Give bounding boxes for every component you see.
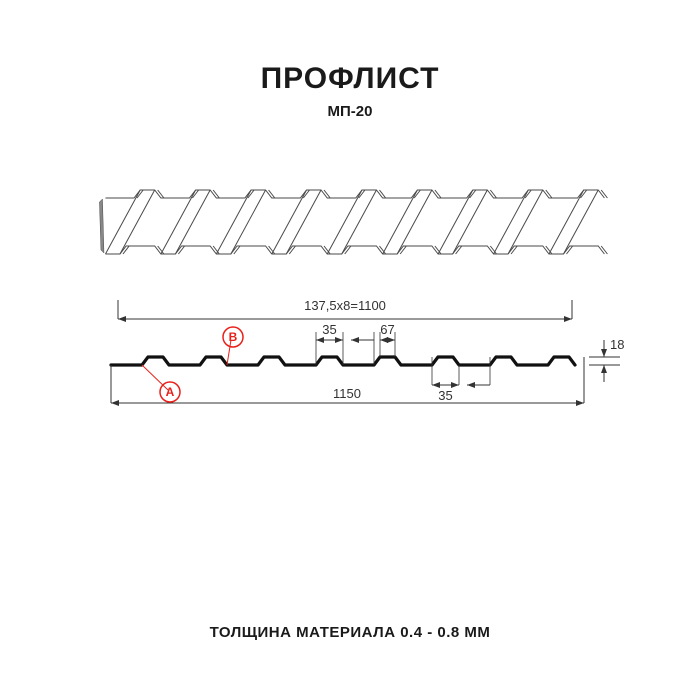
svg-text:ПРОФЛИСТ: ПРОФЛИСТ [261,62,440,95]
svg-text:35: 35 [438,388,452,403]
svg-text:137,5x8=1100: 137,5x8=1100 [304,298,386,313]
svg-text:B: B [229,330,238,344]
svg-text:A: A [166,385,175,399]
svg-text:1150: 1150 [333,386,361,401]
svg-text:МП-20: МП-20 [328,103,373,120]
svg-text:67: 67 [380,322,394,337]
svg-text:ТОЛЩИНА МАТЕРИАЛА 0.4 - 0.8 ММ: ТОЛЩИНА МАТЕРИАЛА 0.4 - 0.8 ММ [210,624,491,641]
svg-text:35: 35 [322,322,336,337]
svg-text:18: 18 [610,337,624,352]
